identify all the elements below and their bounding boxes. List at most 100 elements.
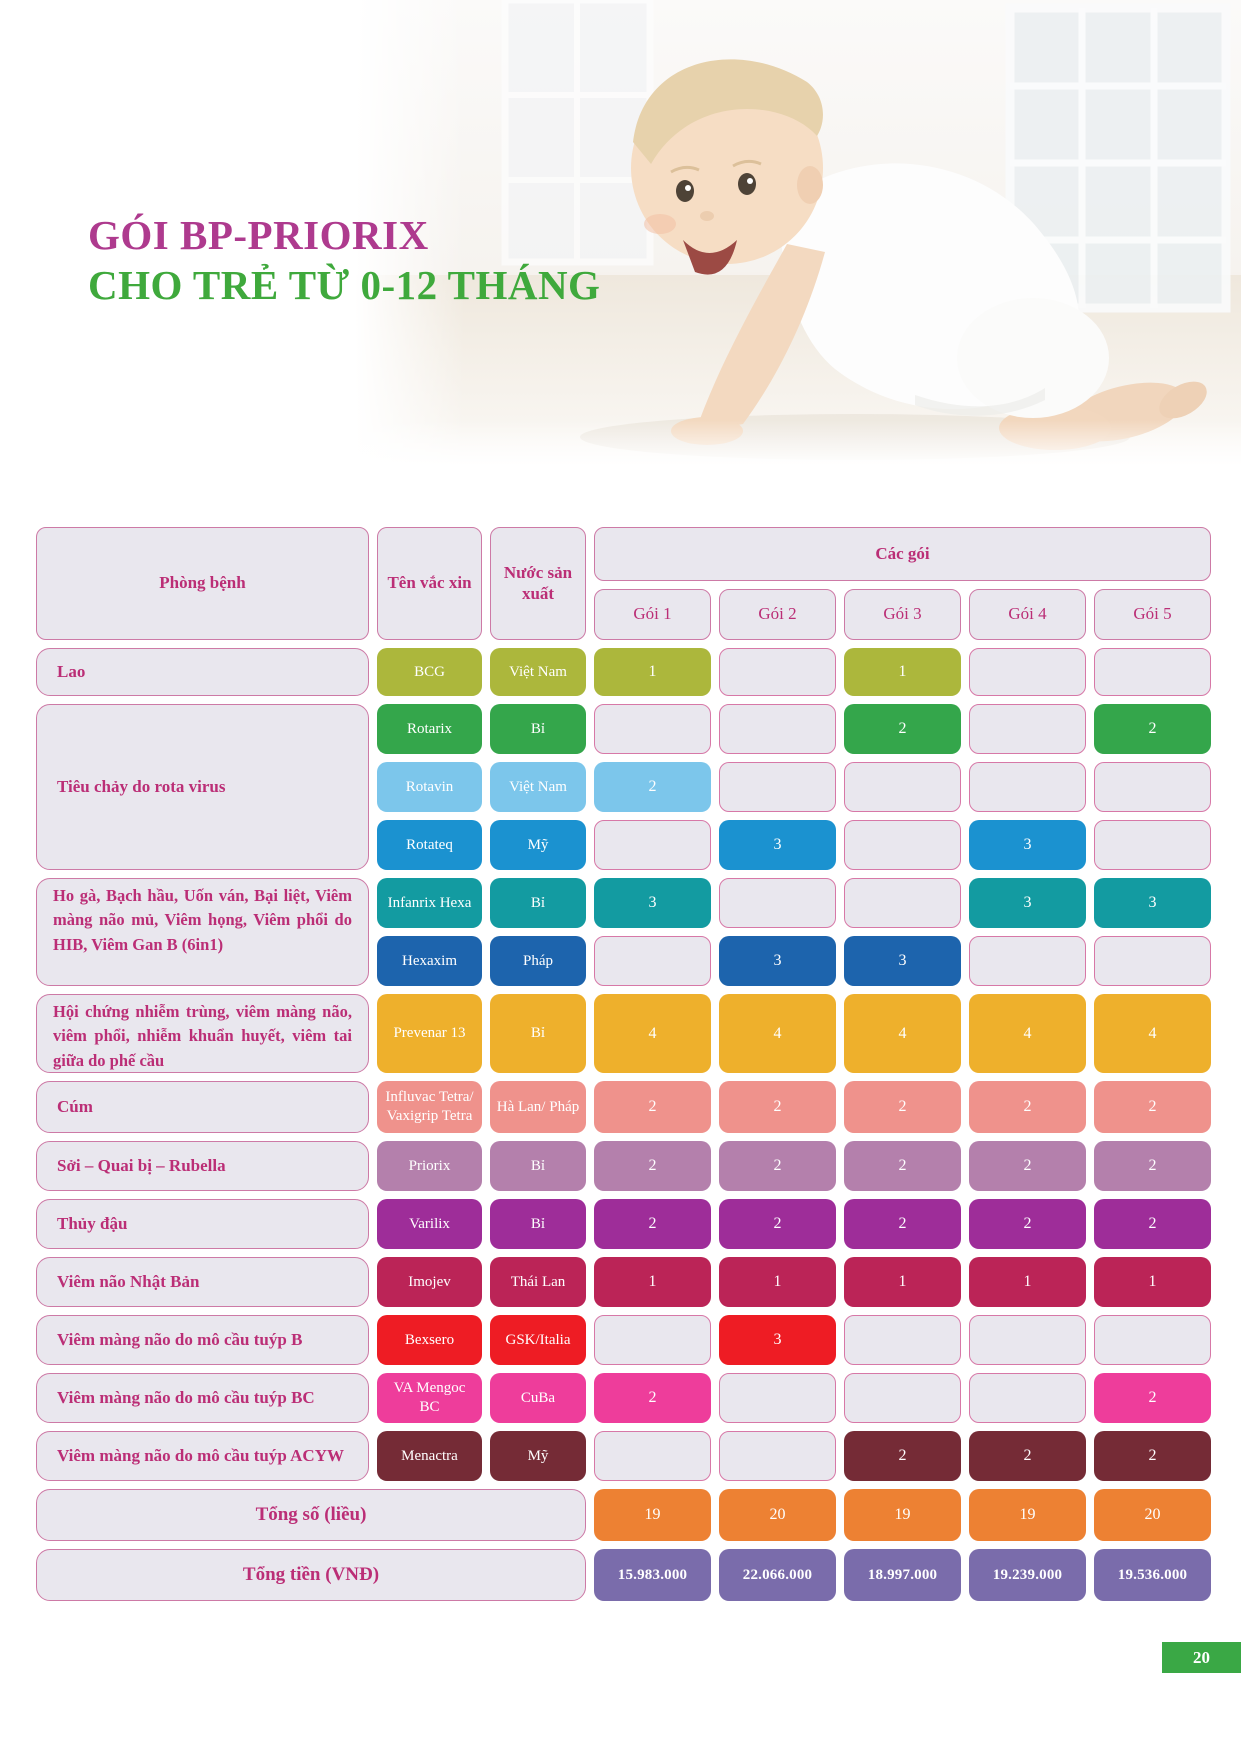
dose-cell: 2 [844, 1081, 961, 1133]
right-window-shape [1005, 3, 1231, 313]
vaccine-country: Mỹ [490, 1431, 586, 1481]
baby-photo [355, 0, 1241, 466]
dose-cell [844, 762, 961, 812]
total-doses-cell: 19 [844, 1489, 961, 1541]
dose-cell: 1 [1094, 1257, 1211, 1307]
dose-cell: 2 [969, 1431, 1086, 1481]
total-doses-label: Tổng số (liều) [36, 1489, 586, 1541]
dose-cell [719, 648, 836, 696]
vaccine-country: Pháp [490, 936, 586, 986]
dose-cell: 2 [1094, 1199, 1211, 1249]
vaccine-country: Bỉ [490, 1141, 586, 1191]
col-header-disease: Phòng bệnh [36, 527, 369, 640]
vaccine-country: Bỉ [490, 878, 586, 928]
vaccine-name: Prevenar 13 [377, 994, 482, 1073]
disease-label-6in1: Ho gà, Bạch hầu, Uốn ván, Bại liệt, Viêm… [36, 878, 369, 986]
col-header-packages: Các gói [594, 527, 1211, 581]
col-header-country: Nước sản xuất [490, 527, 586, 640]
col-header-goi-4: Gói 4 [969, 589, 1086, 640]
vaccine-name: Bexsero [377, 1315, 482, 1365]
dose-cell [969, 762, 1086, 812]
dose-cell: 1 [969, 1257, 1086, 1307]
disease-label-soi-quai-bi-rubella: Sởi – Quai bị – Rubella [36, 1141, 369, 1191]
dose-cell: 2 [969, 1081, 1086, 1133]
total-doses-cell: 20 [719, 1489, 836, 1541]
dose-cell: 2 [719, 1141, 836, 1191]
vaccine-country: Hà Lan/ Pháp [490, 1081, 586, 1133]
vaccine-country: GSK/Italia [490, 1315, 586, 1365]
dose-cell: 2 [969, 1199, 1086, 1249]
dose-cell: 2 [844, 1431, 961, 1481]
dose-cell: 2 [1094, 1141, 1211, 1191]
dose-cell: 4 [719, 994, 836, 1073]
dose-cell: 2 [1094, 1373, 1211, 1423]
dose-cell: 2 [594, 762, 711, 812]
vaccine-country: Thái Lan [490, 1257, 586, 1307]
dose-cell [969, 1315, 1086, 1365]
dose-cell: 3 [594, 878, 711, 928]
dose-cell [844, 1315, 961, 1365]
disease-label-mo-cau-acyw: Viêm màng não do mô cầu tuýp ACYW [36, 1431, 369, 1481]
dose-cell [1094, 762, 1211, 812]
disease-label-mo-cau-b: Viêm màng não do mô cầu tuýp B [36, 1315, 369, 1365]
dose-cell: 1 [844, 1257, 961, 1307]
dose-cell [594, 1431, 711, 1481]
dose-cell: 2 [594, 1081, 711, 1133]
dose-cell [969, 704, 1086, 754]
page-title-line2: CHO TRẺ TỪ 0-12 THÁNG [88, 262, 601, 309]
dose-cell: 3 [844, 936, 961, 986]
disease-label-viem-nao-nhat-ban: Viêm não Nhật Bản [36, 1257, 369, 1307]
page-number-badge: 20 [1162, 1642, 1241, 1673]
vaccine-country: Bỉ [490, 1199, 586, 1249]
dose-cell: 2 [594, 1373, 711, 1423]
dose-cell [1094, 820, 1211, 870]
dose-cell [719, 1373, 836, 1423]
vaccine-name: Rotateq [377, 820, 482, 870]
page-title-line1: GÓI BP-PRIORIX [88, 212, 429, 259]
vaccine-name: Varilix [377, 1199, 482, 1249]
dose-cell: 3 [719, 1315, 836, 1365]
total-price-cell: 22.066.000 [719, 1549, 836, 1601]
vaccine-country: Việt Nam [490, 762, 586, 812]
disease-label-cum: Cúm [36, 1081, 369, 1133]
total-doses-cell: 19 [969, 1489, 1086, 1541]
total-price-cell: 19.239.000 [969, 1549, 1086, 1601]
vaccine-name: BCG [377, 648, 482, 696]
dose-cell: 3 [719, 820, 836, 870]
dose-cell: 2 [594, 1199, 711, 1249]
dose-cell: 4 [1094, 994, 1211, 1073]
dose-cell [844, 820, 961, 870]
dose-cell: 4 [969, 994, 1086, 1073]
dose-cell [969, 1373, 1086, 1423]
vaccine-name: Infanrix Hexa [377, 878, 482, 928]
dose-cell: 1 [594, 1257, 711, 1307]
dose-cell [594, 1315, 711, 1365]
dose-cell [1094, 1315, 1211, 1365]
col-header-goi-1: Gói 1 [594, 589, 711, 640]
vaccine-country: CuBa [490, 1373, 586, 1423]
left-window-shape [501, 0, 654, 266]
vaccine-country: Mỹ [490, 820, 586, 870]
dose-cell [844, 878, 961, 928]
total-doses-cell: 19 [594, 1489, 711, 1541]
dose-cell [1094, 648, 1211, 696]
vaccine-name: Influvac Tetra/ Vaxigrip Tetra [377, 1081, 482, 1133]
dose-cell [844, 1373, 961, 1423]
vaccine-country: Bỉ [490, 994, 586, 1073]
vaccine-name: Priorix [377, 1141, 482, 1191]
vaccine-name: Rotarix [377, 704, 482, 754]
total-price-cell: 19.536.000 [1094, 1549, 1211, 1601]
dose-cell [719, 1431, 836, 1481]
dose-cell: 1 [719, 1257, 836, 1307]
disease-label-mo-cau-bc: Viêm màng não do mô cầu tuýp BC [36, 1373, 369, 1423]
vaccine-name: Imojev [377, 1257, 482, 1307]
dose-cell: 3 [969, 878, 1086, 928]
col-header-vaccine: Tên vắc xin [377, 527, 482, 640]
vaccine-name: Hexaxim [377, 936, 482, 986]
disease-label-lao: Lao [36, 648, 369, 696]
dose-cell: 3 [719, 936, 836, 986]
dose-cell: 3 [1094, 878, 1211, 928]
disease-label-thuy-dau: Thủy đậu [36, 1199, 369, 1249]
vaccine-name: VA Mengoc BC [377, 1373, 482, 1423]
